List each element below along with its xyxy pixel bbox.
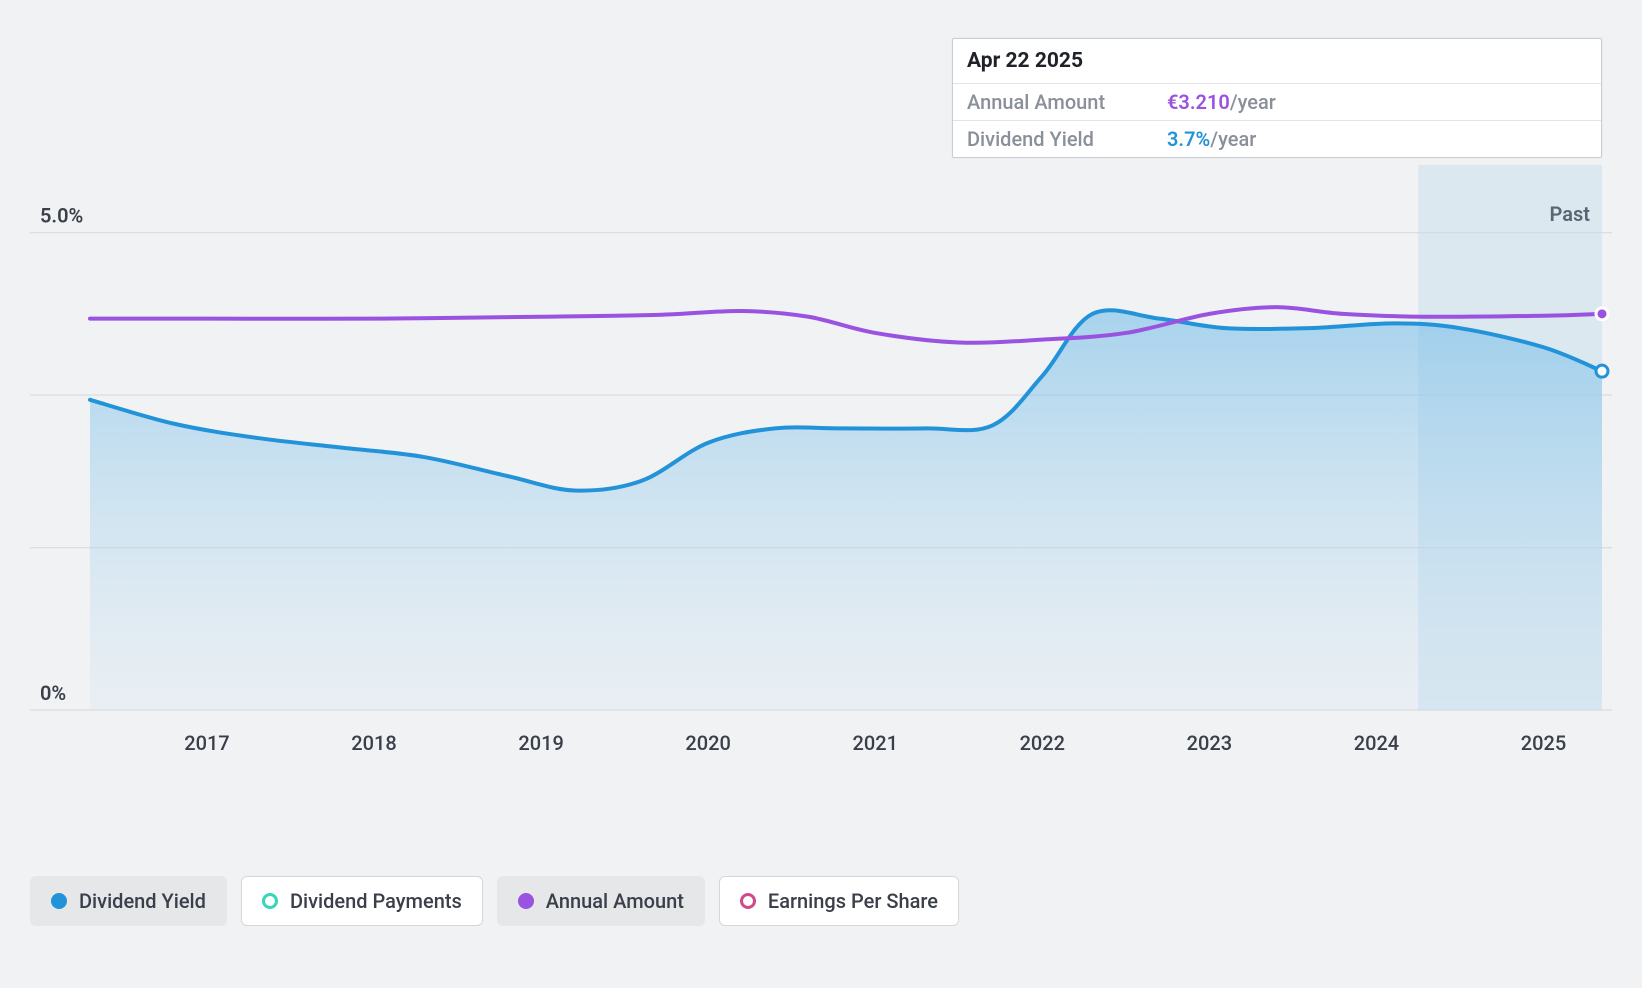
ring-icon (740, 893, 756, 909)
legend-label: Earnings Per Share (768, 889, 938, 913)
svg-text:2017: 2017 (184, 731, 229, 755)
tooltip-unit: /year (1230, 90, 1276, 114)
tooltip-value: 3.7% (1167, 127, 1210, 151)
svg-text:5.0%: 5.0% (40, 204, 83, 228)
legend-label: Dividend Yield (79, 889, 206, 913)
tooltip-label: Annual Amount (967, 90, 1167, 114)
dividend-chart: 0% 5.0% 2017 2018 2019 2020 2021 2022 2023 2024 20… (30, 30, 1612, 810)
tooltip-value: €3.210 (1167, 90, 1230, 114)
tooltip-row-yield: Dividend Yield 3.7% /year (953, 121, 1601, 157)
svg-text:2025: 2025 (1521, 731, 1566, 755)
svg-text:2021: 2021 (853, 731, 898, 755)
legend-annual-amount[interactable]: Annual Amount (497, 876, 705, 926)
svg-text:2018: 2018 (351, 731, 396, 755)
legend-dividend-yield[interactable]: Dividend Yield (30, 876, 227, 926)
tooltip-label: Dividend Yield (967, 127, 1167, 151)
tooltip-date: Apr 22 2025 (953, 39, 1601, 84)
legend-label: Annual Amount (546, 889, 684, 913)
chart-legend: Dividend Yield Dividend Payments Annual … (30, 876, 959, 926)
legend-dividend-payments[interactable]: Dividend Payments (241, 876, 483, 926)
dot-icon (518, 893, 534, 909)
ring-icon (262, 893, 278, 909)
svg-text:2019: 2019 (518, 731, 563, 755)
chart-tooltip: Apr 22 2025 Annual Amount €3.210 /year D… (952, 38, 1602, 158)
dot-icon (51, 893, 67, 909)
svg-text:2023: 2023 (1187, 731, 1232, 755)
svg-text:Past: Past (1550, 202, 1591, 226)
legend-earnings-per-share[interactable]: Earnings Per Share (719, 876, 959, 926)
svg-text:2022: 2022 (1020, 731, 1065, 755)
svg-text:0%: 0% (40, 681, 66, 705)
legend-label: Dividend Payments (290, 889, 462, 913)
svg-text:2024: 2024 (1354, 731, 1399, 755)
svg-text:2020: 2020 (685, 731, 730, 755)
tooltip-unit: /year (1210, 127, 1256, 151)
tooltip-row-amount: Annual Amount €3.210 /year (953, 84, 1601, 121)
